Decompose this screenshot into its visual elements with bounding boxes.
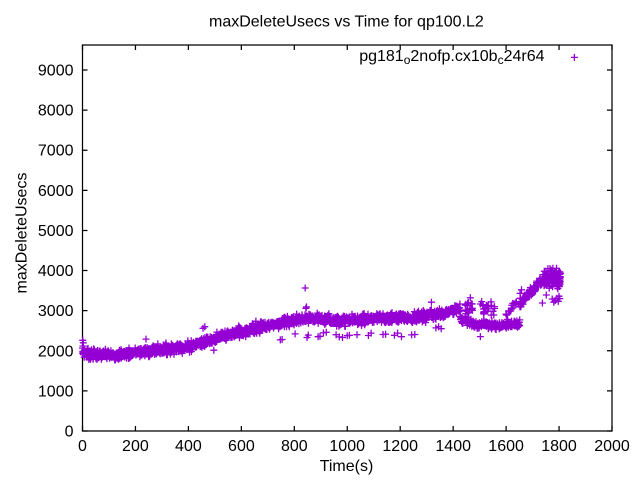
svg-text:Time(s): Time(s) [320,458,374,475]
svg-text:8000: 8000 [38,103,74,120]
svg-text:0: 0 [78,438,87,455]
svg-text:0: 0 [65,424,74,441]
svg-text:2000: 2000 [594,438,630,455]
svg-text:maxDeleteUsecs: maxDeleteUsecs [14,173,31,294]
svg-text:1400: 1400 [435,438,471,455]
svg-text:maxDeleteUsecs vs Time for qp1: maxDeleteUsecs vs Time for qp100.L2 [209,14,484,31]
svg-text:7000: 7000 [38,143,74,160]
svg-text:2000: 2000 [38,343,74,360]
svg-text:800: 800 [281,438,308,455]
svg-text:5000: 5000 [38,223,74,240]
svg-text:6000: 6000 [38,183,74,200]
svg-text:200: 200 [122,438,149,455]
svg-text:400: 400 [175,438,202,455]
svg-text:1600: 1600 [488,438,524,455]
svg-text:1200: 1200 [382,438,418,455]
svg-text:3000: 3000 [38,303,74,320]
svg-text:1800: 1800 [541,438,577,455]
svg-text:9000: 9000 [38,63,74,80]
svg-text:4000: 4000 [38,263,74,280]
svg-text:pg181o2nofp.cx10bc24r64: pg181o2nofp.cx10bc24r64 [359,48,544,67]
svg-text:600: 600 [228,438,255,455]
svg-text:1000: 1000 [38,383,74,400]
svg-text:1000: 1000 [329,438,365,455]
